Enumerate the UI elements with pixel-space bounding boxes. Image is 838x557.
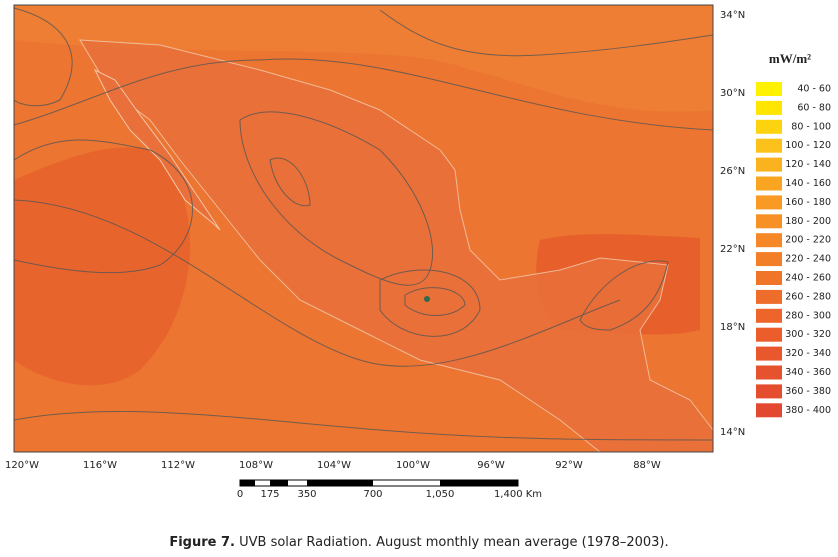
legend-swatch xyxy=(756,214,782,229)
contour xyxy=(13,58,714,131)
contour xyxy=(13,7,73,107)
legend-swatch xyxy=(756,365,782,380)
legend: mW/m² 40 - 60 60 - 80 80 - 100 100 - 120 120… xyxy=(756,51,831,418)
scale-label: 700 xyxy=(363,489,382,500)
legend-swatch xyxy=(756,233,782,248)
scale-bar-segment xyxy=(270,480,288,486)
legend-label: 100 - 120 xyxy=(785,140,831,151)
scale-label: 1,400 Km xyxy=(494,489,542,500)
map xyxy=(13,4,714,453)
contour xyxy=(13,199,621,367)
legend-label: 60 - 80 xyxy=(797,102,831,113)
legend-label: 140 - 160 xyxy=(785,178,831,189)
legend-swatch xyxy=(756,138,782,153)
contour xyxy=(13,139,193,274)
contour xyxy=(379,269,481,337)
caption-text: UVB solar Radiation. August monthly mean… xyxy=(239,535,669,550)
legend-label: 220 - 240 xyxy=(785,254,831,265)
longitude-label: 92°W xyxy=(555,460,583,471)
zone-north xyxy=(14,5,713,112)
caption: Figure 7. UVB solar Radiation. August mo… xyxy=(0,535,838,550)
longitude-label: 120°W xyxy=(5,460,39,471)
legend-label: 180 - 200 xyxy=(785,216,831,227)
legend-swatch xyxy=(756,271,782,285)
legend-swatch xyxy=(756,176,782,191)
longitude-labels: 120°W 116°W 112°W 108°W 104°W 100°W 96°W… xyxy=(5,460,661,471)
legend-label: 120 - 140 xyxy=(785,159,831,170)
legend-swatch xyxy=(756,195,782,210)
legend-swatch xyxy=(756,384,782,399)
legend-label: 300 - 320 xyxy=(785,329,831,340)
legend-swatch xyxy=(756,346,782,361)
contour xyxy=(269,157,311,207)
scale-label: 1,050 xyxy=(426,489,455,500)
legend-label: 280 - 300 xyxy=(785,310,831,321)
latitude-label: 30°N xyxy=(720,88,745,99)
contours xyxy=(13,7,714,441)
legend-swatch xyxy=(756,100,782,115)
legend-label: 200 - 220 xyxy=(785,235,831,246)
contour xyxy=(379,9,714,57)
legend-label: 240 - 260 xyxy=(785,273,831,284)
scale-label: 175 xyxy=(260,489,279,500)
legend-swatch xyxy=(756,403,782,418)
longitude-label: 96°W xyxy=(477,460,505,471)
longitude-label: 116°W xyxy=(83,460,117,471)
caption-label: Figure 7. xyxy=(169,535,235,550)
legend-label: 380 - 400 xyxy=(785,405,831,416)
zone-pacific xyxy=(14,147,190,386)
legend-swatch xyxy=(756,308,782,323)
latitude-labels: 34°N 30°N 26°N 22°N 18°N 14°N xyxy=(720,10,745,438)
legend-label: 260 - 280 xyxy=(785,291,831,302)
land xyxy=(79,39,714,453)
legend-label: 40 - 60 xyxy=(797,84,831,95)
contour xyxy=(13,410,714,441)
latitude-label: 14°N xyxy=(720,427,745,438)
latitude-label: 34°N xyxy=(720,10,745,21)
longitude-label: 104°W xyxy=(317,460,351,471)
legend-title: mW/m² xyxy=(769,51,811,66)
longitude-label: 88°W xyxy=(633,460,661,471)
mexico-city-marker xyxy=(424,296,430,302)
legend-swatch xyxy=(756,252,782,267)
legend-swatch xyxy=(756,82,782,96)
legend-swatch xyxy=(756,327,782,342)
legend-label: 320 - 340 xyxy=(785,348,831,359)
contour xyxy=(579,260,669,331)
legend-label: 160 - 180 xyxy=(785,197,831,208)
figure: 34°N 30°N 26°N 22°N 18°N 14°N 120°W 116°… xyxy=(5,4,831,500)
scale-bar: 0 175 350 700 1,050 1,400 Km xyxy=(237,479,542,500)
longitude-label: 112°W xyxy=(161,460,195,471)
legend-label: 340 - 360 xyxy=(785,367,831,378)
map-frame xyxy=(13,4,714,453)
longitude-label: 100°W xyxy=(396,460,430,471)
legend-label: 360 - 380 xyxy=(785,386,831,397)
scale-label: 0 xyxy=(237,489,243,500)
latitude-label: 22°N xyxy=(720,244,745,255)
scale-bar-segment xyxy=(440,480,518,486)
legend-swatch xyxy=(756,157,782,172)
legend-label: 80 - 100 xyxy=(791,121,831,132)
latitude-label: 18°N xyxy=(720,322,745,333)
scale-label: 350 xyxy=(297,489,316,500)
legend-swatch xyxy=(756,119,782,134)
legend-swatch xyxy=(756,289,782,304)
scale-bar-segment xyxy=(307,480,373,486)
longitude-label: 108°W xyxy=(239,460,273,471)
contour xyxy=(404,287,466,316)
latitude-label: 26°N xyxy=(720,166,745,177)
scale-bar-segment xyxy=(240,480,255,486)
